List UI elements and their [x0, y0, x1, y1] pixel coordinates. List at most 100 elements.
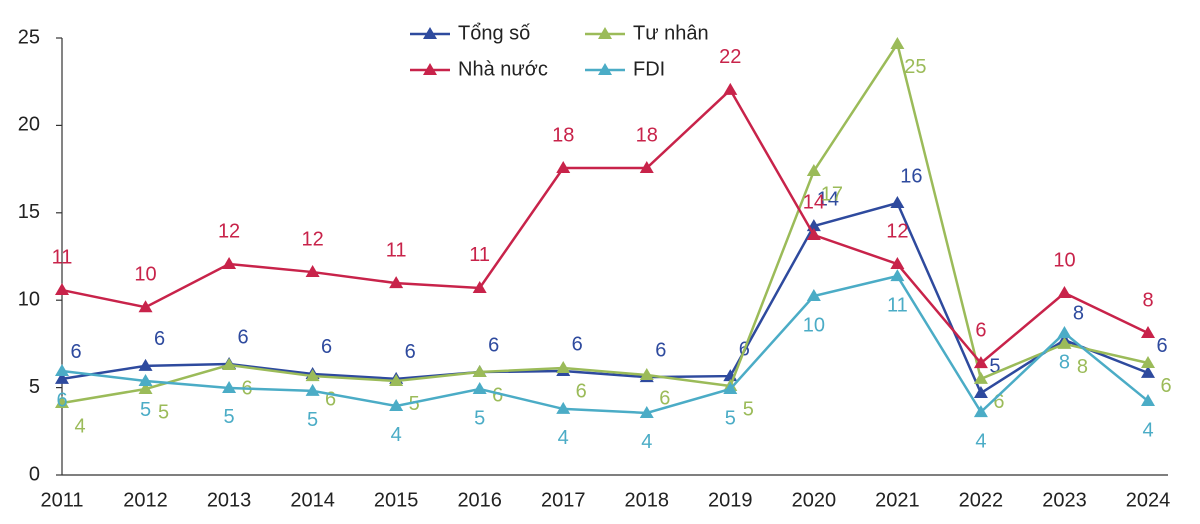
data-label: 5 [743, 398, 754, 420]
data-label: 8 [1142, 289, 1153, 311]
marker [222, 257, 237, 270]
x-tick-label: 2017 [541, 489, 586, 511]
marker [1141, 365, 1155, 378]
x-tick-label: 2022 [959, 489, 1004, 511]
marker [806, 164, 821, 177]
marker [973, 371, 988, 384]
x-tick-label: 2019 [708, 489, 753, 511]
data-label: 4 [641, 431, 652, 453]
marker [138, 373, 153, 386]
data-label: 4 [558, 427, 569, 449]
marker [806, 289, 821, 302]
marker [222, 358, 237, 371]
data-label: 11 [52, 246, 73, 268]
x-tick-label: 2024 [1126, 489, 1171, 511]
data-label: 11 [887, 294, 908, 316]
data-label: 4 [74, 415, 85, 437]
data-label: 6 [321, 336, 332, 358]
marker [389, 398, 404, 411]
legend-label: Nhà nước [458, 58, 548, 80]
marker [138, 381, 153, 394]
legend-label: Tư nhân [633, 22, 709, 44]
data-label: 6 [655, 339, 666, 361]
marker [639, 405, 654, 418]
data-label: 6 [238, 326, 249, 348]
marker [389, 373, 404, 386]
data-label: 12 [301, 228, 323, 250]
marker [389, 276, 404, 289]
y-tick-label: 25 [18, 26, 40, 48]
data-label: 10 [803, 314, 825, 336]
data-label: 10 [134, 263, 156, 285]
marker [639, 161, 654, 174]
x-tick-label: 2016 [457, 489, 502, 511]
data-label: 6 [325, 388, 336, 410]
data-label: 5 [158, 401, 169, 423]
marker [305, 265, 320, 278]
marker [556, 161, 571, 174]
data-label: 6 [975, 319, 986, 341]
data-label: 6 [659, 387, 670, 409]
data-label: 4 [975, 430, 986, 452]
x-tick-label: 2020 [792, 489, 837, 511]
legend-label: Tổng số [458, 22, 530, 44]
data-label: 18 [636, 124, 658, 146]
marker [639, 368, 654, 381]
marker [973, 405, 988, 418]
data-label: 11 [469, 244, 490, 266]
data-label: 6 [576, 380, 587, 402]
data-label: 14 [817, 188, 839, 210]
marker [1057, 326, 1072, 339]
data-label: 6 [993, 391, 1004, 413]
marker [138, 300, 153, 313]
marker [305, 383, 320, 396]
marker [305, 369, 320, 382]
data-label: 5 [409, 393, 420, 415]
series-line [61, 274, 1149, 415]
data-label: 11 [386, 239, 407, 261]
data-label: 6 [405, 341, 416, 363]
series-line [61, 40, 1149, 405]
x-tick-label: 2011 [40, 489, 83, 511]
data-label: 16 [900, 165, 922, 187]
marker [723, 381, 738, 394]
x-tick-label: 2015 [374, 489, 419, 511]
y-tick-label: 5 [29, 376, 40, 398]
marker [890, 269, 905, 282]
y-tick-label: 15 [18, 201, 40, 223]
x-tick-label: 2021 [875, 489, 920, 511]
marker [890, 257, 905, 270]
data-label: 17 [821, 183, 843, 205]
marker [472, 381, 487, 394]
data-label: 5 [224, 406, 235, 428]
marker [55, 363, 69, 376]
data-label: 12 [886, 220, 908, 242]
marker [890, 196, 905, 209]
marker [55, 371, 69, 384]
x-tick-label: 2018 [625, 489, 670, 511]
marker [1141, 326, 1155, 339]
marker [1057, 336, 1072, 349]
marker [890, 36, 905, 49]
data-label: 8 [1073, 302, 1084, 324]
x-tick-label: 2014 [290, 489, 335, 511]
marker [138, 358, 153, 371]
data-label: 4 [391, 424, 402, 446]
data-label: 6 [488, 334, 499, 356]
data-label: 4 [1142, 419, 1153, 441]
data-label: 14 [803, 191, 825, 213]
x-tick-label: 2012 [123, 489, 168, 511]
marker [55, 395, 69, 408]
marker [973, 386, 988, 399]
legend-marker [598, 63, 612, 75]
marker [1141, 355, 1155, 368]
data-label: 18 [552, 124, 574, 146]
marker [556, 361, 571, 374]
legend-label: FDI [633, 58, 665, 80]
data-label: 8 [1077, 356, 1088, 378]
marker [222, 380, 237, 393]
data-label: 12 [218, 220, 240, 242]
data-label: 5 [725, 407, 736, 429]
data-label: 6 [1160, 375, 1171, 397]
